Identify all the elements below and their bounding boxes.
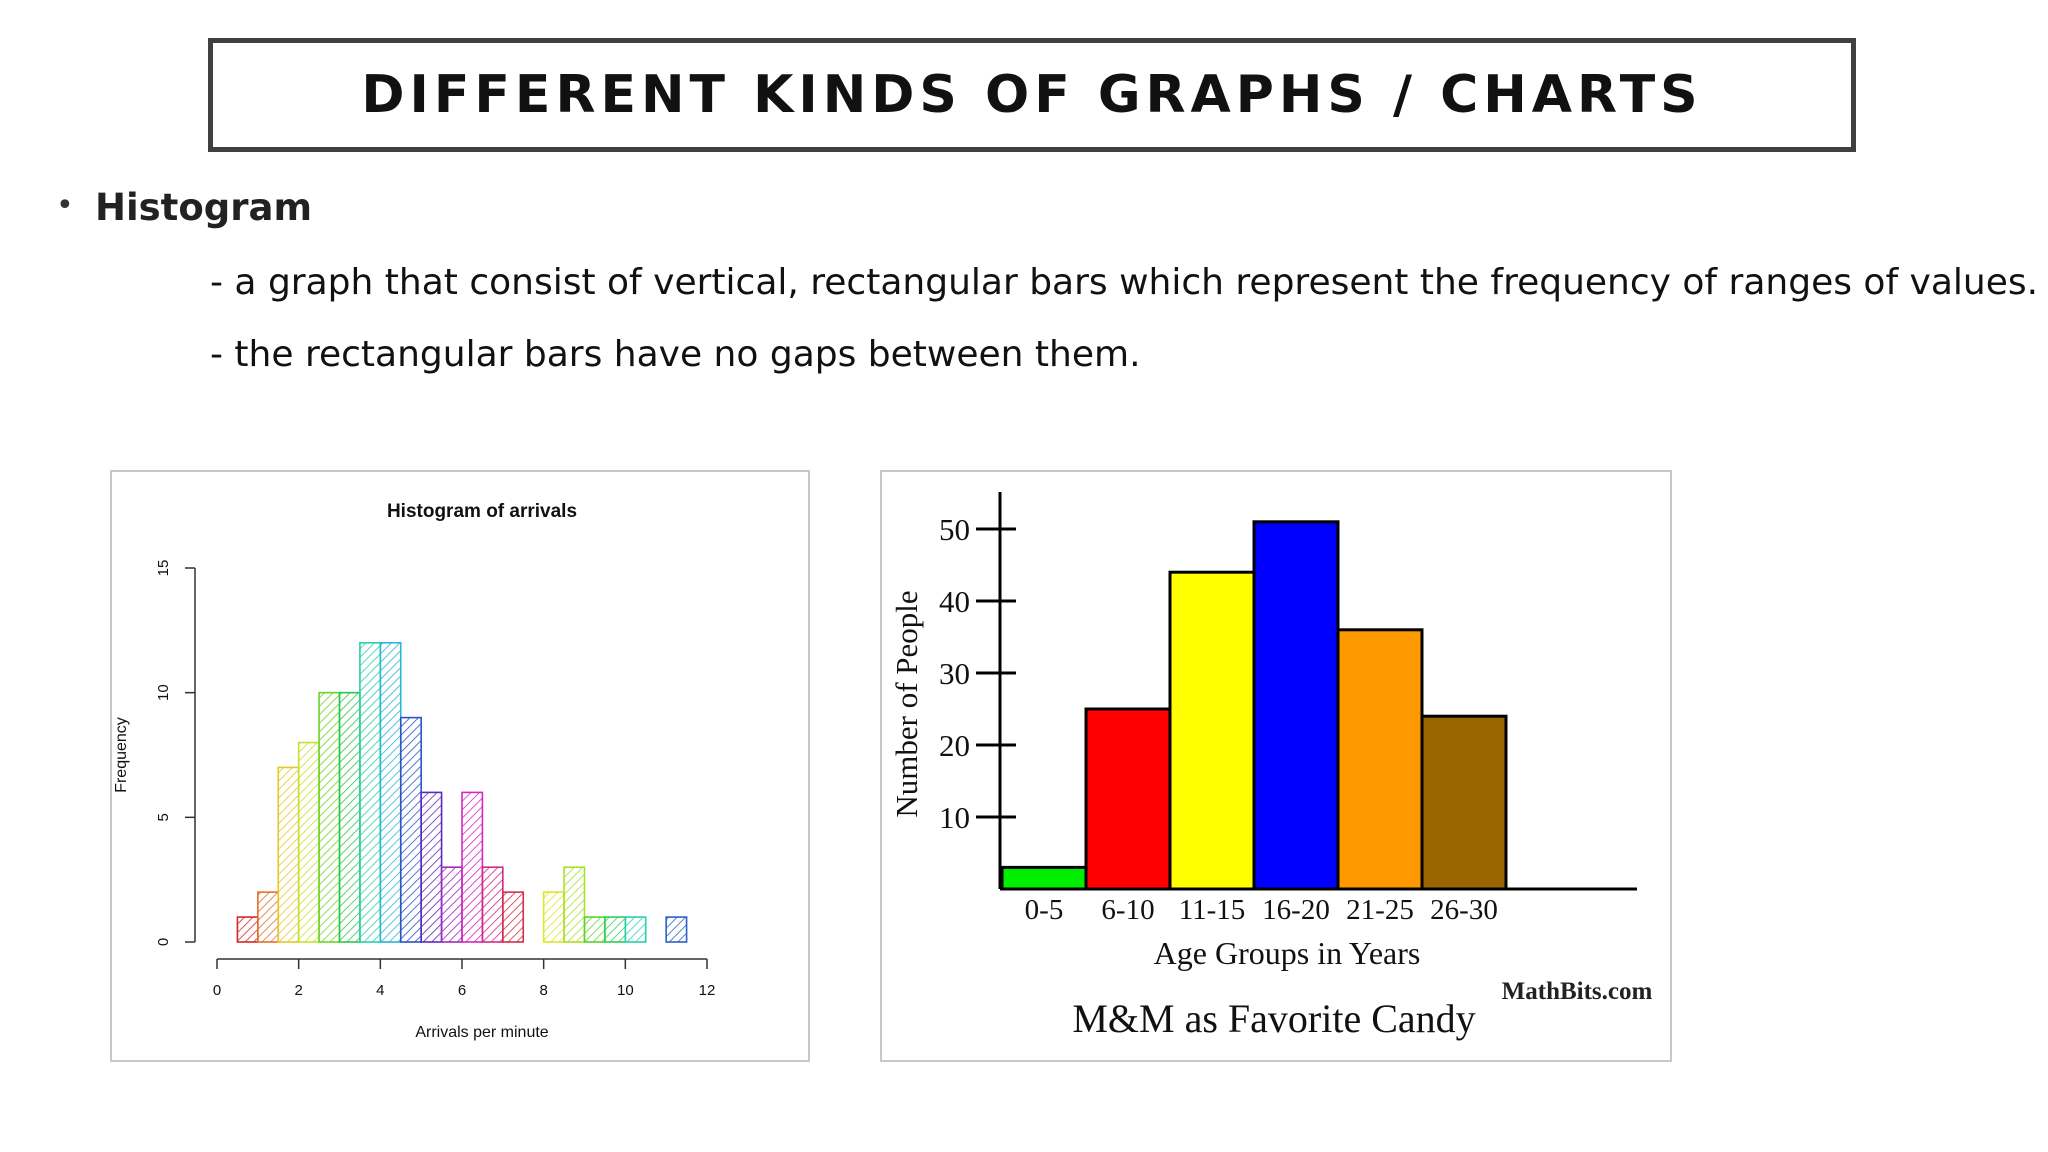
candy-bar-16-20: [1252, 520, 1340, 891]
histogram-bar-1.5: [277, 766, 300, 943]
y-tick-label: 10: [155, 684, 172, 701]
histogram-bar-3.5: [359, 642, 382, 943]
chart-credit: MathBits.com: [1502, 978, 1653, 1005]
histogram-bar-0.5: [236, 916, 259, 943]
x-tick-label: 12: [699, 982, 716, 999]
candy-bar-11-15: [1168, 570, 1256, 891]
histogram-bar-8.5: [563, 866, 586, 943]
x-tick-label: 16-20: [1262, 894, 1330, 926]
chart-title: M&M as Favorite Candy: [1072, 996, 1475, 1041]
chart-title: Histogram of arrivals: [387, 501, 577, 522]
histogram-bar-6.5: [481, 866, 504, 943]
histogram-bar-4: [379, 642, 402, 943]
y-axis-label: Frequency: [113, 717, 130, 793]
x-tick-label: 10: [617, 982, 634, 999]
histogram-bar-5.5: [440, 866, 463, 943]
x-tick-label: 26-30: [1430, 894, 1498, 926]
candy-bar-26-30: [1420, 714, 1508, 891]
y-tick-label: 50: [939, 512, 970, 547]
y-tick-label: 30: [939, 656, 970, 691]
description-line-1: - a graph that consist of vertical, rect…: [210, 262, 2039, 303]
candy-bar-0-5: [1000, 865, 1088, 891]
x-tick-label: 11-15: [1179, 894, 1246, 926]
histogram-bar-8: [542, 891, 565, 943]
slide-title: DIFFERENT KINDS OF GRAPHS / CHARTS: [361, 65, 1703, 125]
y-tick-label: 5: [155, 813, 172, 821]
y-axis-label: Number of People: [889, 590, 924, 817]
y-tick-label: 15: [155, 560, 172, 577]
histogram-bar-7: [502, 891, 525, 943]
x-tick-label: 0: [213, 982, 221, 999]
histogram-bar-11: [665, 916, 688, 943]
candy-bar-6-10: [1084, 707, 1172, 891]
x-tick-label: 2: [294, 982, 302, 999]
histogram-bar-9: [583, 916, 606, 943]
histogram-bar-4.5: [399, 716, 422, 943]
y-tick-label: 10: [939, 800, 970, 835]
candy-histogram-panel: 10 20 30 40 50 0-5 6-10 11-15 16-20 21-25 26-30 Age…: [880, 470, 1672, 1062]
x-tick-label: 21-25: [1346, 894, 1414, 926]
description-line-2: - the rectangular bars have no gaps betw…: [210, 334, 1141, 375]
histogram-bar-2: [297, 741, 320, 943]
bullet-marker: •: [56, 188, 74, 223]
candy-histogram-chart: 10 20 30 40 50 0-5 6-10 11-15 16-20 21-25 26-30 Age…: [889, 492, 1653, 1041]
x-tick-label: 6-10: [1101, 894, 1154, 926]
histogram-bar-9.5: [604, 916, 627, 943]
histogram-bar-2.5: [318, 691, 341, 943]
bullet-term: Histogram: [95, 186, 313, 229]
arrivals-histogram-panel: Histogram of arrivals 0 2 4 6 8 10 12 Arrivals p…: [110, 470, 810, 1062]
x-tick-label: 4: [376, 982, 384, 999]
histogram-bar-3: [338, 691, 361, 943]
histogram-bar-6: [461, 791, 484, 943]
y-tick-label: 0: [155, 938, 172, 946]
x-tick-label: 8: [539, 982, 547, 999]
x-tick-label: 6: [458, 982, 466, 999]
title-box: DIFFERENT KINDS OF GRAPHS / CHARTS: [208, 38, 1856, 152]
histogram-bar-5: [420, 791, 443, 943]
x-tick-label: 0-5: [1025, 894, 1064, 926]
y-tick-label: 40: [939, 584, 970, 619]
candy-bar-21-25: [1336, 628, 1424, 891]
arrivals-histogram-chart: Histogram of arrivals 0 2 4 6 8 10 12 Arrivals p…: [113, 501, 716, 1041]
y-tick-label: 20: [939, 728, 970, 763]
x-axis-label: Age Groups in Years: [1154, 935, 1421, 971]
x-axis-label: Arrivals per minute: [415, 1024, 548, 1041]
histogram-bar-10: [624, 916, 647, 943]
histogram-bar-1: [257, 891, 280, 943]
